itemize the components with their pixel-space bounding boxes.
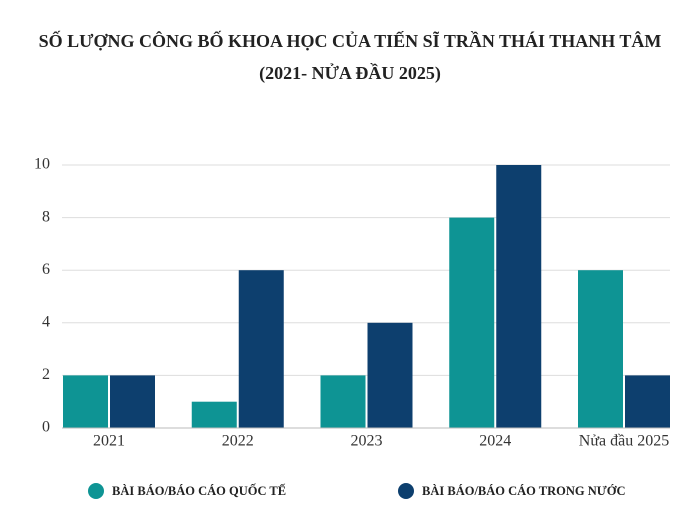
bar xyxy=(578,270,623,428)
bar xyxy=(191,401,237,428)
y-tick-label: 4 xyxy=(42,313,50,330)
x-tick-label: 2021 xyxy=(93,433,125,450)
y-tick-label: 6 xyxy=(42,261,50,278)
bar xyxy=(449,217,495,428)
x-tick-label: 2024 xyxy=(479,433,511,450)
bar xyxy=(320,375,366,428)
x-tick-label: Nửa đầu 2025 xyxy=(579,433,669,450)
x-tick-label: 2022 xyxy=(222,433,254,450)
legend-label: BÀI BÁO/BÁO CÁO TRONG NƯỚC xyxy=(422,484,626,498)
bar xyxy=(367,322,413,428)
legend-label: BÀI BÁO/BÁO CÁO QUỐC TẾ xyxy=(112,483,286,498)
y-tick-label: 0 xyxy=(42,419,50,436)
chart-title: (2021- NỬA ĐẦU 2025) xyxy=(259,62,441,84)
bar xyxy=(238,270,284,428)
bar xyxy=(496,165,542,428)
chart-title: SỐ LƯỢNG CÔNG BỐ KHOA HỌC CỦA TIẾN SĨ TR… xyxy=(39,30,662,51)
bar xyxy=(63,375,108,428)
bar xyxy=(625,375,670,428)
y-tick-label: 2 xyxy=(42,366,50,383)
y-tick-label: 10 xyxy=(34,156,50,173)
y-tick-label: 8 xyxy=(42,208,50,225)
x-tick-label: 2023 xyxy=(351,433,383,450)
legend-marker xyxy=(398,483,414,499)
bar xyxy=(110,375,155,428)
legend-marker xyxy=(88,483,104,499)
